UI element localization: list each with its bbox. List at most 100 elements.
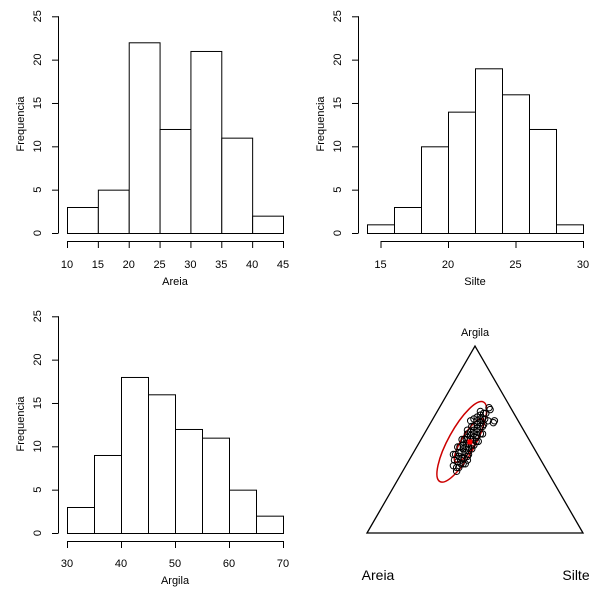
x-tick-label: 30 — [61, 558, 73, 570]
x-tick-label: 30 — [184, 259, 196, 271]
ternary-point — [490, 417, 499, 425]
y-tick-label: 20 — [332, 54, 344, 66]
ternary-point — [486, 405, 494, 414]
y-tick-label: 25 — [332, 10, 344, 22]
histogram-bar — [67, 506, 95, 535]
histogram-bar — [502, 94, 530, 234]
ternary-point — [459, 460, 467, 468]
ternary-point — [472, 433, 480, 442]
ternary-point — [489, 418, 498, 427]
histogram-bar — [128, 42, 161, 234]
y-tick-label: 0 — [32, 530, 44, 536]
y-tick-label: 5 — [32, 187, 44, 193]
histogram-bar — [252, 215, 284, 235]
x-axis: 30 40 50 60 70 — [61, 541, 289, 570]
y-tick-label: 15 — [32, 397, 44, 409]
histogram-silte: 0 5 10 15 20 25 15 20 25 30 Silte Frequencia — [315, 10, 589, 288]
ternary-point — [474, 437, 482, 446]
x-tick-label: 70 — [277, 558, 289, 570]
y-tick-label: 20 — [32, 54, 44, 66]
x-tick-label: 40 — [246, 259, 258, 271]
y-tick-label: 10 — [32, 140, 44, 152]
ternary-point — [463, 452, 472, 461]
y-tick-label: 0 — [332, 230, 344, 236]
histogram-bar — [202, 437, 230, 535]
ternary-point — [458, 435, 466, 444]
center-point — [467, 439, 473, 445]
y-tick-label: 10 — [32, 440, 44, 452]
ternary-plot: Argila Areia Silte — [362, 327, 590, 583]
x-tick-label: 15 — [92, 259, 104, 271]
ternary-point — [457, 460, 465, 468]
histogram-bar — [159, 128, 192, 234]
x-tick-label: 60 — [223, 558, 235, 570]
x-tick-label: 45 — [277, 259, 289, 271]
histogram-argila: 0 5 10 15 20 25 30 40 50 60 70 Argila Frequencia — [15, 310, 289, 587]
histogram-bar — [221, 137, 254, 234]
ternary-point — [461, 460, 469, 468]
y-tick-label: 25 — [32, 10, 44, 22]
bars — [67, 376, 284, 535]
histogram-bar — [121, 376, 149, 535]
y-tick-label: 5 — [32, 487, 44, 493]
y-axis: 0 5 10 15 20 25 — [32, 310, 59, 536]
x-tick-label: 15 — [374, 259, 386, 271]
ternary-point — [452, 467, 461, 475]
ternary-point — [454, 443, 462, 451]
histogram-bar — [175, 428, 203, 535]
ternary-point — [455, 463, 463, 472]
vertex-label-areia: Areia — [362, 567, 395, 583]
y-tick-label: 10 — [332, 140, 344, 152]
bars — [67, 42, 284, 235]
x-tick-label: 20 — [442, 259, 454, 271]
x-axis-title: Silte — [464, 276, 485, 288]
histogram-bar — [190, 50, 223, 234]
histogram-bar — [67, 206, 99, 235]
x-tick-label: 50 — [169, 558, 181, 570]
ternary-point — [452, 463, 461, 472]
y-axis-title: Frequencia — [315, 96, 327, 152]
histogram-bar — [394, 206, 422, 235]
x-axis-title: Argila — [161, 575, 190, 587]
ternary-point — [464, 450, 473, 459]
x-tick-label: 20 — [123, 259, 135, 271]
histogram-bar — [256, 515, 284, 535]
bars — [367, 68, 584, 235]
ternary-point — [482, 409, 490, 418]
histogram-bar — [529, 128, 557, 234]
x-axis: 10 15 20 25 30 35 40 45 — [61, 241, 289, 271]
histogram-areia: 0 5 10 15 20 25 10 15 20 25 30 35 40 45 Areia Freque… — [15, 10, 289, 288]
x-tick-label: 10 — [61, 259, 73, 271]
histogram-bar — [421, 146, 449, 235]
ternary-point — [478, 422, 487, 431]
histogram-bar — [229, 489, 257, 535]
y-tick-label: 20 — [32, 354, 44, 366]
x-axis-title: Areia — [162, 276, 189, 288]
y-tick-label: 25 — [32, 310, 44, 322]
y-tick-label: 5 — [332, 187, 344, 193]
x-tick-label: 30 — [577, 259, 589, 271]
ternary-point — [479, 420, 488, 429]
x-tick-label: 25 — [509, 259, 521, 271]
x-axis: 15 20 25 30 — [374, 241, 589, 271]
y-axis-title: Frequencia — [15, 396, 27, 452]
vertex-label-argila: Argila — [461, 327, 490, 339]
y-tick-label: 15 — [32, 97, 44, 109]
ternary-point — [457, 456, 465, 464]
histogram-bar — [148, 394, 176, 535]
histogram-bar — [97, 189, 130, 235]
ternary-point — [472, 437, 480, 446]
ternary-point — [466, 417, 475, 425]
ternary-point — [473, 432, 481, 440]
histogram-bar — [367, 224, 395, 235]
histogram-bar — [475, 68, 503, 234]
y-axis-title: Frequencia — [15, 96, 27, 152]
histogram-bar — [94, 454, 122, 535]
ternary-point — [479, 409, 488, 418]
ternary-point — [485, 404, 493, 412]
ternary-point — [449, 450, 458, 459]
data-points — [449, 404, 499, 475]
ternary-point — [470, 441, 478, 449]
x-tick-label: 40 — [115, 558, 127, 570]
